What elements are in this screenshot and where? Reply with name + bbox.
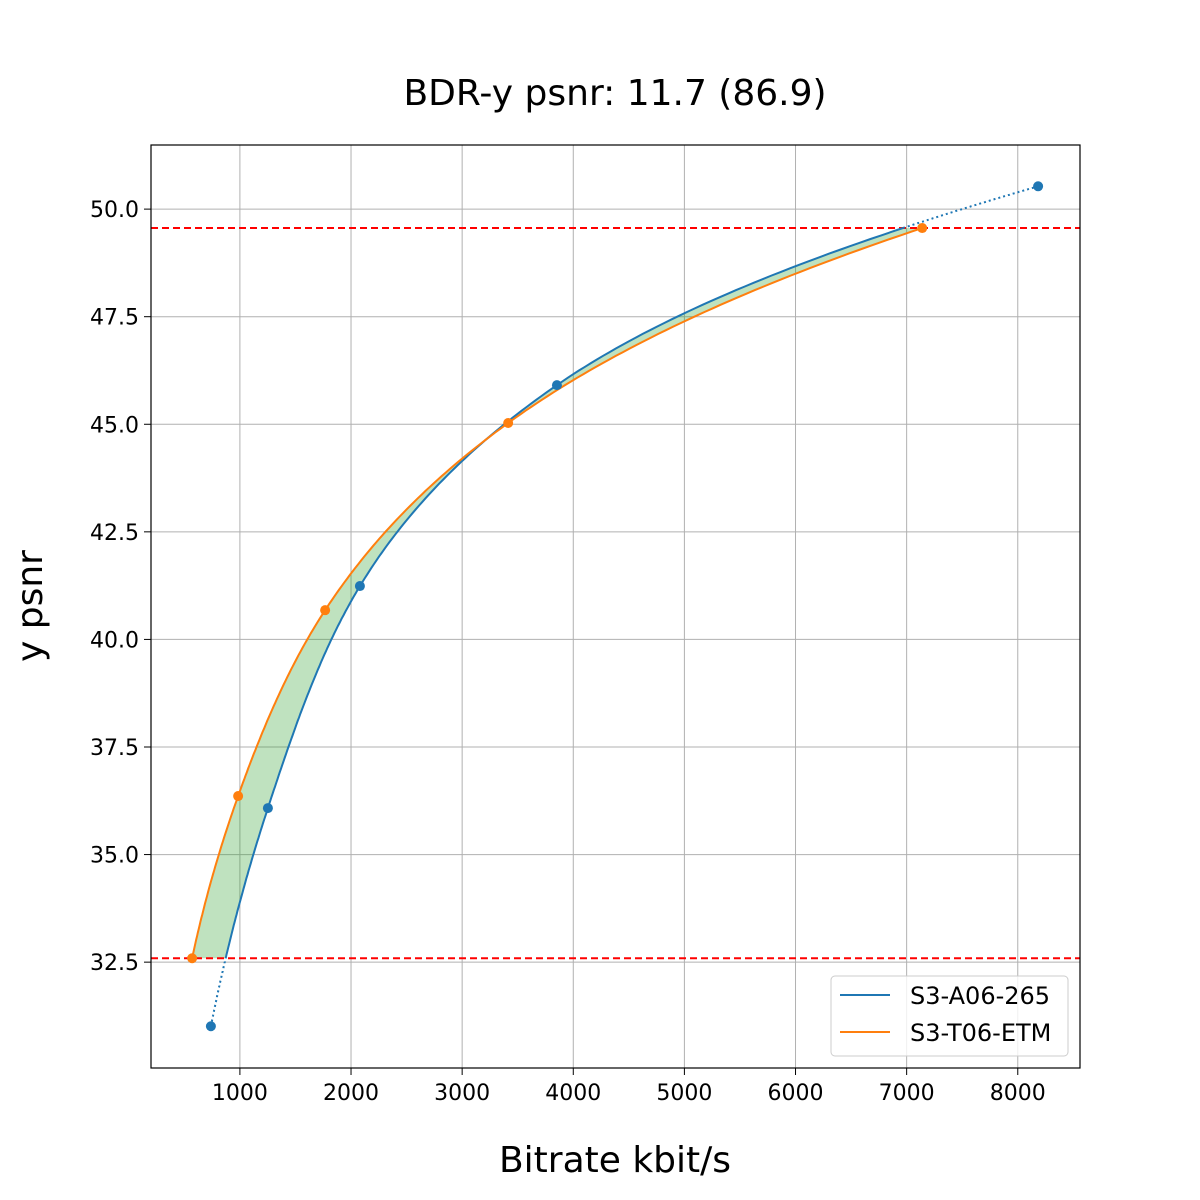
legend-label-series-1: S3-A06-265 (910, 982, 1050, 1010)
plot-area (151, 181, 1080, 1032)
x-tick-label: 5000 (656, 1081, 712, 1106)
series-line-2 (191, 227, 923, 959)
x-axis-label: Bitrate kbit/s (499, 1140, 731, 1181)
ticks: 1000 2000 3000 4000 5000 6000 7000 8000 32.5 35.0… (90, 198, 1046, 1106)
x-tick-label: 7000 (879, 1081, 935, 1106)
y-tick-label: 45.0 (90, 413, 139, 438)
legend: S3-A06-265 S3-T06-ETM (830, 975, 1069, 1057)
chart-title: BDR-y psnr: 11.7 (86.9) (403, 73, 826, 114)
data-point-series-2 (503, 417, 514, 428)
y-tick-label: 35.0 (90, 844, 139, 869)
plot-frame (150, 144, 1081, 1069)
y-tick-label: 47.5 (90, 306, 139, 331)
data-point-series-2 (917, 223, 928, 234)
data-point-series-1 (1033, 181, 1044, 192)
data-point-series-1 (262, 803, 273, 814)
data-point-series-1 (551, 380, 562, 391)
y-tick-label: 40.0 (90, 628, 139, 653)
bd-area-fill (192, 228, 923, 959)
x-tick-label: 6000 (768, 1081, 824, 1106)
y-tick-label: 50.0 (90, 198, 139, 223)
x-tick-label: 3000 (434, 1081, 490, 1106)
legend-box (830, 975, 1069, 1057)
legend-label-series-2: S3-T06-ETM (910, 1019, 1051, 1047)
y-axis-label: y psnr (10, 550, 51, 662)
data-point-series-2 (320, 605, 331, 616)
x-tick-label: 4000 (545, 1081, 601, 1106)
data-point-series-1 (205, 1021, 216, 1032)
series-extrapolation-low (209, 957, 227, 1027)
data-point-series-2 (187, 953, 198, 964)
series-line-1 (224, 227, 904, 959)
x-tick-label: 2000 (323, 1081, 379, 1106)
data-point-series-1 (354, 581, 365, 592)
y-tick-label: 37.5 (90, 736, 139, 761)
x-tick-label: 8000 (990, 1081, 1046, 1106)
y-tick-label: 42.5 (90, 521, 139, 546)
y-tick-label: 32.5 (90, 951, 139, 976)
series-extrapolation-high (902, 185, 1039, 229)
x-tick-label: 1000 (212, 1081, 268, 1106)
grid (151, 145, 1080, 1068)
data-point-series-2 (233, 791, 244, 802)
